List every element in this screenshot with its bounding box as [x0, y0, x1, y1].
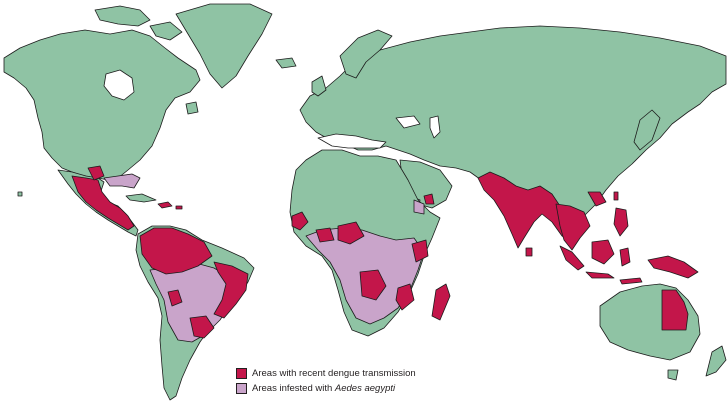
southern-china-dengue — [587, 191, 607, 207]
legend-label-aedes-species: Aedes aegypti — [334, 382, 396, 394]
hudson-bay — [103, 69, 135, 101]
southeast-asia-dengue — [555, 203, 591, 251]
central-africa-dengue — [359, 269, 387, 301]
borneo — [591, 239, 615, 265]
sulawesi — [619, 247, 631, 267]
texas-dengue — [87, 165, 105, 181]
madagascar — [431, 283, 451, 321]
south-america-dengue-east — [213, 261, 249, 319]
puerto-rico — [175, 205, 183, 210]
legend-item-aedes: Areas infested with Aedes aegypti — [236, 381, 416, 396]
mozambique-dengue — [395, 283, 415, 311]
new-zealand — [705, 345, 727, 377]
uk — [311, 75, 327, 97]
south-america-dengue-north — [139, 227, 213, 275]
new-guinea — [647, 255, 699, 279]
gulf-guinea-dengue — [315, 227, 335, 243]
canadian-arctic-islands — [94, 5, 151, 27]
queensland-dengue — [661, 289, 689, 331]
north-america — [3, 29, 201, 181]
legend-label-aedes-prefix: Areas infested with — [252, 382, 335, 394]
legend-item-dengue: Areas with recent dengue transmission — [236, 366, 416, 381]
legend-swatch-aedes — [236, 383, 247, 394]
arabia-dengue — [423, 193, 435, 205]
cuba — [125, 193, 157, 203]
black-sea — [395, 115, 421, 129]
canadian-arctic-island-2 — [149, 21, 183, 41]
caspian-sea — [429, 115, 441, 139]
us-south-aedes — [103, 173, 141, 189]
west-africa-dengue — [291, 211, 309, 231]
taiwan — [613, 191, 619, 201]
sri-lanka — [525, 247, 533, 257]
sumatra — [559, 245, 585, 271]
nigeria-dengue — [337, 221, 365, 245]
hawaii — [17, 191, 23, 197]
newfoundland — [185, 101, 199, 115]
south-america-dengue-west — [167, 289, 183, 307]
map-legend: Areas with recent dengue transmission Ar… — [236, 366, 416, 396]
horn-aedes — [413, 199, 425, 215]
legend-swatch-dengue — [236, 368, 247, 379]
mexico-dengue — [71, 175, 135, 231]
legend-label-aedes: Areas infested with Aedes aegypti — [252, 382, 395, 396]
tasmania — [667, 369, 679, 381]
legend-label-dengue: Areas with recent dengue transmission — [252, 367, 416, 379]
east-africa-dengue — [411, 239, 429, 263]
lesser-sunda — [619, 277, 643, 285]
greenland — [175, 3, 273, 89]
java — [585, 271, 615, 279]
mediterranean — [317, 133, 387, 149]
iceland — [275, 57, 297, 69]
hispaniola — [157, 201, 173, 209]
philippines — [613, 207, 629, 237]
south-america-dengue-south — [189, 315, 215, 339]
scandinavia — [339, 29, 393, 79]
japan — [633, 109, 661, 151]
